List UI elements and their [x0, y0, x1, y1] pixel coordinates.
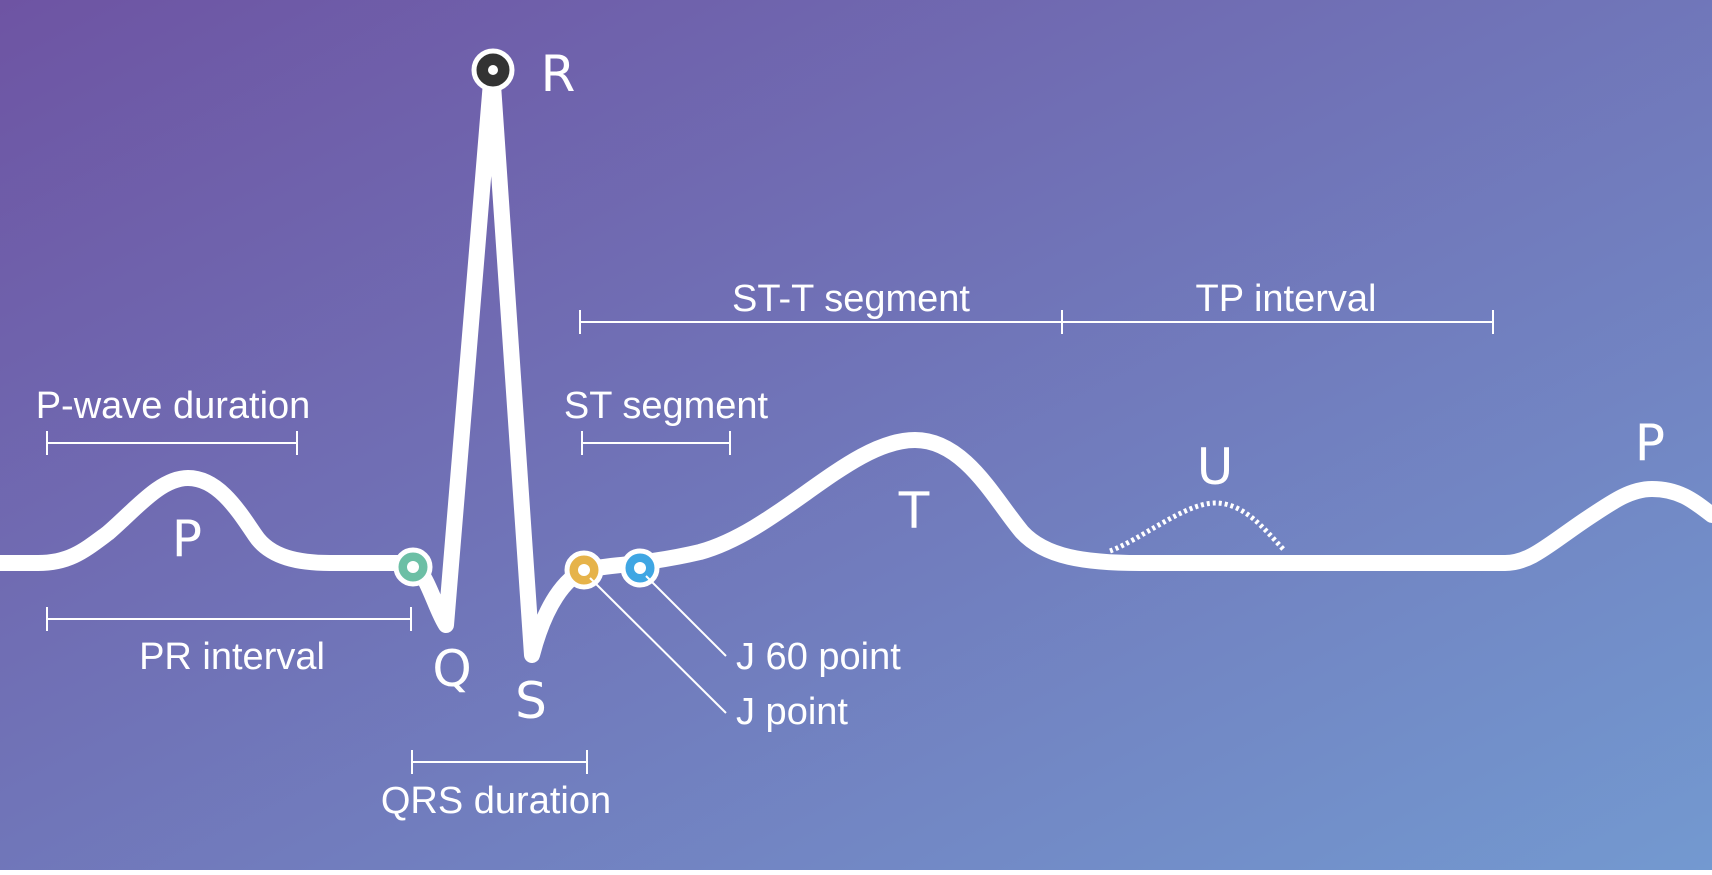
j60-point-marker-icon [620, 548, 660, 588]
tp-interval-label: TP interval [1196, 278, 1377, 320]
r-peak-marker-icon [471, 48, 515, 92]
next-p-wave-label: P [1635, 414, 1665, 472]
st-segment-label: ST segment [564, 385, 769, 427]
ecg-trace [0, 62, 1712, 663]
qrs-onset-marker-icon [393, 547, 433, 587]
pr-interval-label: PR interval [139, 636, 325, 678]
u-wave-label: U [1197, 438, 1234, 496]
qrs-duration-label: QRS duration [381, 780, 611, 822]
p-wave-label: P [172, 510, 202, 568]
st-t-segment-label: ST-T segment [732, 278, 970, 320]
q-wave-label: Q [432, 640, 471, 698]
st-segment-bracket [581, 431, 731, 455]
p-wave-duration-bracket [46, 431, 298, 455]
j-point-marker-icon [564, 550, 604, 590]
j-point-pointer-line [589, 577, 727, 714]
j60-point-pointer-line [645, 575, 727, 657]
r-wave-label: R [541, 45, 576, 103]
pr-interval-bracket [46, 607, 412, 631]
u-wave-dashed [1109, 500, 1287, 554]
qrs-duration-bracket [411, 750, 588, 774]
j-point-label: J point [736, 691, 848, 733]
s-wave-label: S [515, 672, 547, 730]
p-wave-duration-label: P-wave duration [36, 385, 311, 427]
j60-point-label: J 60 point [736, 636, 901, 678]
t-wave-label: T [898, 482, 930, 540]
tp-interval-bracket [1062, 310, 1494, 334]
